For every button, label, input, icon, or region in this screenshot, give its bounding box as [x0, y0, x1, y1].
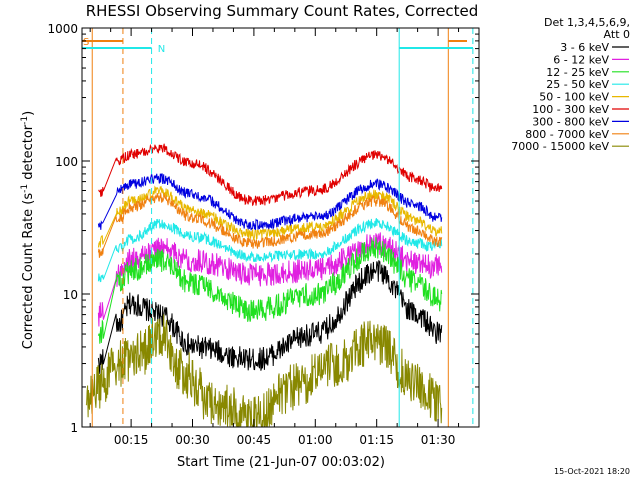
series-line-7	[97, 173, 443, 231]
y-axis-label-sup2: -1	[20, 116, 30, 125]
series-line-4	[97, 217, 443, 283]
x-tick-label: 00:45	[237, 433, 272, 447]
legend-label: 800 - 7000 keV	[525, 128, 609, 141]
y-axis-label-end: )	[21, 111, 36, 116]
x-tick-label: 01:15	[359, 433, 394, 447]
series-line-3	[97, 237, 443, 344]
series-layer	[85, 143, 443, 428]
y-axis-label: Corrected Count Rate (s-1 detector-1)	[20, 111, 36, 349]
legend-header-detectors: Det 1,3,4,5,6,9,	[544, 16, 630, 29]
y-axis-label-sup: -1	[20, 184, 30, 193]
legend-label: 300 - 800 keV	[532, 115, 609, 128]
y-tick-label: 100	[55, 155, 78, 169]
flag-layer: SN	[82, 28, 474, 427]
y-axis-label-main: Corrected Count Rate (s	[21, 193, 36, 350]
legend-label: 12 - 25 keV	[546, 66, 609, 79]
legend-label: 6 - 12 keV	[553, 53, 609, 66]
x-tick-label: 00:15	[114, 433, 149, 447]
legend-label: 7000 - 15000 keV	[511, 140, 609, 153]
y-axis: 1 10 100 1000	[47, 22, 479, 435]
chart-title: RHESSI Observing Summary Count Rates, Co…	[86, 2, 479, 20]
x-axis-label: Start Time (21-Jun-07 00:03:02)	[177, 455, 385, 470]
series-line-5	[97, 185, 443, 248]
flag-label-night: N	[158, 44, 165, 55]
y-tick-label: 1	[70, 421, 78, 435]
legend-label: 3 - 6 keV	[560, 41, 609, 54]
legend-header-attenuator: Att 0	[604, 28, 630, 41]
flag-label-saa: S	[83, 37, 89, 48]
legend-label: 25 - 50 keV	[546, 78, 609, 91]
y-axis-label-mid: detector	[21, 124, 36, 184]
series-line-1	[97, 260, 443, 374]
y-tick-label: 10	[63, 288, 78, 302]
series-line-9	[85, 314, 443, 428]
x-tick-label: 01:00	[298, 433, 333, 447]
y-tick-label: 1000	[47, 22, 78, 36]
legend-label: 100 - 300 keV	[532, 103, 609, 116]
x-tick-label: 01:30	[421, 433, 456, 447]
legend-label: 50 - 100 keV	[539, 91, 609, 104]
x-tick-label: 00:30	[175, 433, 210, 447]
series-line-2	[97, 232, 443, 327]
series-line-8	[97, 192, 443, 258]
series-line-6	[98, 143, 443, 207]
plot-frame	[81, 27, 480, 428]
timestamp: 15-Oct-2021 18:20	[554, 467, 630, 476]
x-axis: 00:15 00:30 00:45 01:00 01:15 01:30	[89, 28, 460, 447]
